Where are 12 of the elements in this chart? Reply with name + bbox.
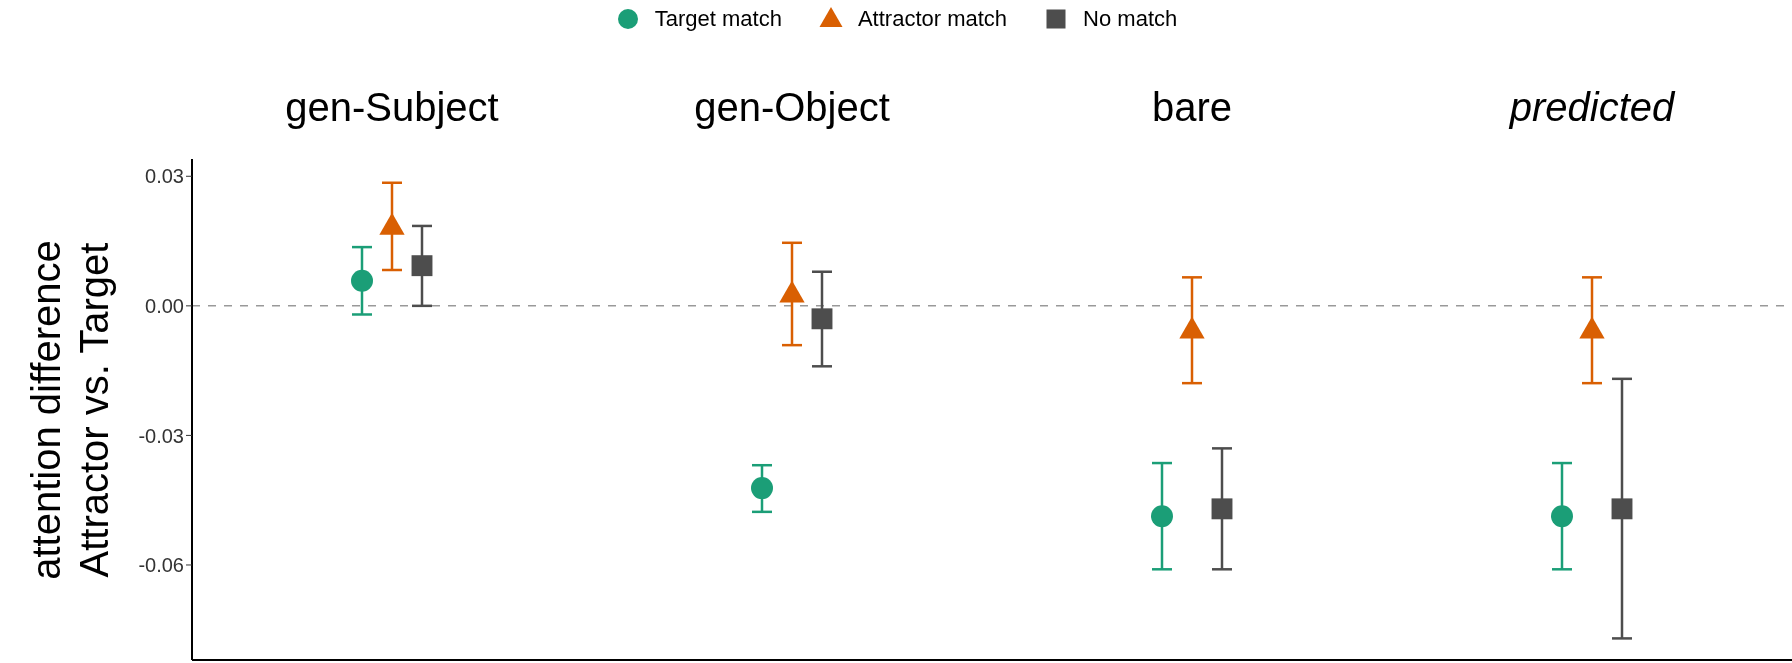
- y-tick-label: -0.06: [138, 554, 184, 577]
- x-tick-label: predicted: [1508, 85, 1677, 129]
- x-tick-label: bare: [1151, 85, 1233, 129]
- y-tick-label: -0.03: [138, 424, 184, 447]
- legend-label: No match: [1083, 6, 1178, 32]
- legend-label: Attractor match: [857, 6, 1008, 32]
- x-tick-label: gen-Subject: [285, 85, 499, 129]
- legend-label: Target match: [654, 6, 782, 32]
- y-axis-title: attention difference Attractor vs. Target: [23, 239, 117, 582]
- y-tick-label: 0.03: [145, 165, 184, 188]
- y-tick-label: 0.00: [145, 294, 184, 317]
- x-tick-label: gen-Object: [694, 85, 890, 129]
